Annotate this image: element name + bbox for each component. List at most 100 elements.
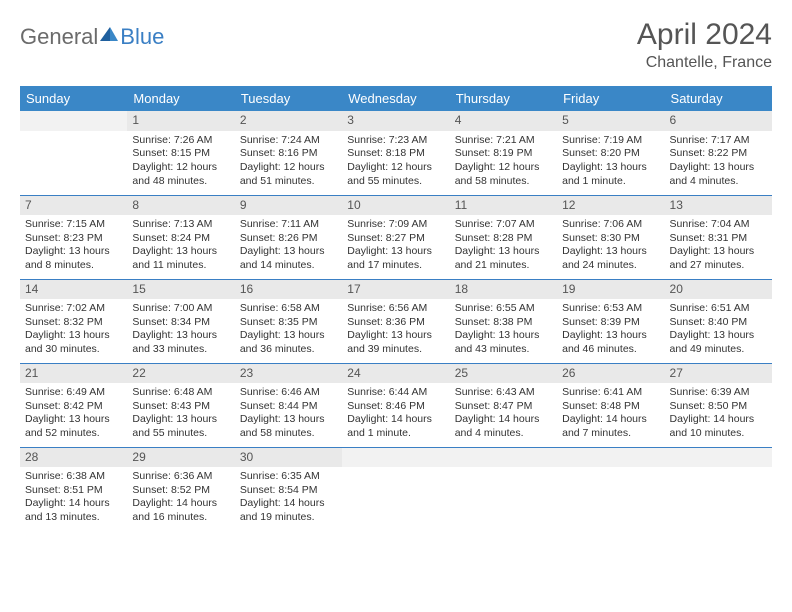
sunrise-text: Sunrise: 6:41 AM: [562, 386, 659, 400]
daylight-text: Daylight: 13 hours: [240, 413, 337, 427]
daylight-text: Daylight: 13 hours: [562, 245, 659, 259]
daylight-text: and 51 minutes.: [240, 175, 337, 189]
sunrise-text: Sunrise: 6:58 AM: [240, 302, 337, 316]
calendar-day-cell: 11 Sunrise: 7:07 AMSunset: 8:28 PMDayligh…: [450, 195, 557, 279]
daylight-text: and 10 minutes.: [670, 427, 767, 441]
sunset-text: Sunset: 8:44 PM: [240, 400, 337, 414]
sunset-text: Sunset: 8:22 PM: [670, 147, 767, 161]
sunrise-text: Sunrise: 6:53 AM: [562, 302, 659, 316]
day-number: 7: [20, 196, 127, 216]
calendar-day-cell: 9Sunrise: 7:11 AMSunset: 8:26 PMDaylight…: [235, 195, 342, 279]
day-number: 18: [450, 280, 557, 300]
calendar-day-cell: [665, 447, 772, 531]
sunrise-text: Sunrise: 7:15 AM: [25, 218, 122, 232]
sunset-text: Sunset: 8:51 PM: [25, 484, 122, 498]
daylight-text: and 1 minute.: [562, 175, 659, 189]
calendar-day-cell: 23 Sunrise: 6:46 AMSunset: 8:44 PMDayligh…: [235, 363, 342, 447]
day-details: Sunrise: 7:17 AMSunset: 8:22 PMDaylight:…: [665, 131, 772, 191]
day-details: Sunrise: 6:48 AMSunset: 8:43 PMDaylight:…: [127, 383, 234, 443]
sunset-text: Sunset: 8:23 PM: [25, 232, 122, 246]
daylight-text: Daylight: 13 hours: [562, 161, 659, 175]
day-number: 9: [235, 196, 342, 216]
sunset-text: Sunset: 8:28 PM: [455, 232, 552, 246]
calendar-table: Sunday Monday Tuesday Wednesday Thursday…: [20, 86, 772, 531]
daylight-text: Daylight: 13 hours: [132, 329, 229, 343]
daylight-text: and 36 minutes.: [240, 343, 337, 357]
day-details: Sunrise: 7:23 AMSunset: 8:18 PMDaylight:…: [342, 131, 449, 191]
day-details: Sunrise: 6:58 AMSunset: 8:35 PMDaylight:…: [235, 299, 342, 359]
daylight-text: and 16 minutes.: [132, 511, 229, 525]
daylight-text: Daylight: 13 hours: [347, 329, 444, 343]
day-details: Sunrise: 6:43 AMSunset: 8:47 PMDaylight:…: [450, 383, 557, 443]
day-number: 20: [665, 280, 772, 300]
daylight-text: and 27 minutes.: [670, 259, 767, 273]
calendar-week-row: 7Sunrise: 7:15 AMSunset: 8:23 PMDaylight…: [20, 195, 772, 279]
sunset-text: Sunset: 8:34 PM: [132, 316, 229, 330]
day-number: 11: [450, 196, 557, 216]
day-number: 15: [127, 280, 234, 300]
daylight-text: and 52 minutes.: [25, 427, 122, 441]
daylight-text: Daylight: 13 hours: [347, 245, 444, 259]
sunrise-text: Sunrise: 7:07 AM: [455, 218, 552, 232]
day-header: Sunday: [20, 86, 127, 111]
calendar-day-cell: [342, 447, 449, 531]
calendar-day-cell: 12Sunrise: 7:06 AMSunset: 8:30 PMDayligh…: [557, 195, 664, 279]
sunset-text: Sunset: 8:47 PM: [455, 400, 552, 414]
day-details: Sunrise: 7:00 AMSunset: 8:34 PMDaylight:…: [127, 299, 234, 359]
month-title: April 2024: [637, 18, 772, 52]
daylight-text: and 39 minutes.: [347, 343, 444, 357]
day-number: 5: [557, 111, 664, 131]
sunset-text: Sunset: 8:31 PM: [670, 232, 767, 246]
day-details: Sunrise: 7:21 AMSunset: 8:19 PMDaylight:…: [450, 131, 557, 191]
day-header: Thursday: [450, 86, 557, 111]
day-header: Monday: [127, 86, 234, 111]
sunset-text: Sunset: 8:40 PM: [670, 316, 767, 330]
daylight-text: and 4 minutes.: [670, 175, 767, 189]
daylight-text: and 7 minutes.: [562, 427, 659, 441]
calendar-day-cell: 15Sunrise: 7:00 AMSunset: 8:34 PMDayligh…: [127, 279, 234, 363]
day-header: Wednesday: [342, 86, 449, 111]
calendar-day-cell: 26Sunrise: 6:41 AMSunset: 8:48 PMDayligh…: [557, 363, 664, 447]
calendar-day-cell: 25Sunrise: 6:43 AMSunset: 8:47 PMDayligh…: [450, 363, 557, 447]
sunrise-text: Sunrise: 6:46 AM: [240, 386, 337, 400]
daylight-text: and 55 minutes.: [347, 175, 444, 189]
daylight-text: and 55 minutes.: [132, 427, 229, 441]
day-details: Sunrise: 6:41 AMSunset: 8:48 PMDaylight:…: [557, 383, 664, 443]
sunrise-text: Sunrise: 7:21 AM: [455, 134, 552, 148]
daylight-text: and 4 minutes.: [455, 427, 552, 441]
day-details: Sunrise: 7:24 AMSunset: 8:16 PMDaylight:…: [235, 131, 342, 191]
day-number: 23: [235, 364, 342, 384]
location-label: Chantelle, France: [637, 54, 772, 72]
calendar-day-cell: 24Sunrise: 6:44 AMSunset: 8:46 PMDayligh…: [342, 363, 449, 447]
daylight-text: and 49 minutes.: [670, 343, 767, 357]
sunset-text: Sunset: 8:48 PM: [562, 400, 659, 414]
day-number: 28: [20, 448, 127, 468]
page-header: General Blue April 2024 Chantelle, Franc…: [20, 18, 772, 72]
daylight-text: Daylight: 13 hours: [25, 413, 122, 427]
daylight-text: Daylight: 13 hours: [240, 329, 337, 343]
daylight-text: Daylight: 13 hours: [670, 245, 767, 259]
sunrise-text: Sunrise: 6:43 AM: [455, 386, 552, 400]
day-number: 8: [127, 196, 234, 216]
daylight-text: Daylight: 12 hours: [240, 161, 337, 175]
day-details: Sunrise: 7:19 AMSunset: 8:20 PMDaylight:…: [557, 131, 664, 191]
day-number: 22: [127, 364, 234, 384]
day-details: Sunrise: 7:13 AMSunset: 8:24 PMDaylight:…: [127, 215, 234, 275]
calendar-day-cell: 2Sunrise: 7:24 AMSunset: 8:16 PMDaylight…: [235, 111, 342, 195]
day-details: Sunrise: 7:11 AMSunset: 8:26 PMDaylight:…: [235, 215, 342, 275]
calendar-week-row: 28Sunrise: 6:38 AMSunset: 8:51 PMDayligh…: [20, 447, 772, 531]
day-details: Sunrise: 7:15 AMSunset: 8:23 PMDaylight:…: [20, 215, 127, 275]
sunset-text: Sunset: 8:27 PM: [347, 232, 444, 246]
day-header: Saturday: [665, 86, 772, 111]
sunrise-text: Sunrise: 6:56 AM: [347, 302, 444, 316]
sunrise-text: Sunrise: 7:13 AM: [132, 218, 229, 232]
day-details: Sunrise: 7:06 AMSunset: 8:30 PMDaylight:…: [557, 215, 664, 275]
sunset-text: Sunset: 8:50 PM: [670, 400, 767, 414]
daylight-text: and 58 minutes.: [240, 427, 337, 441]
day-details: Sunrise: 7:02 AMSunset: 8:32 PMDaylight:…: [20, 299, 127, 359]
daylight-text: and 48 minutes.: [132, 175, 229, 189]
day-number: 30: [235, 448, 342, 468]
calendar-day-cell: [557, 447, 664, 531]
calendar-day-cell: 17Sunrise: 6:56 AMSunset: 8:36 PMDayligh…: [342, 279, 449, 363]
daylight-text: Daylight: 13 hours: [455, 245, 552, 259]
